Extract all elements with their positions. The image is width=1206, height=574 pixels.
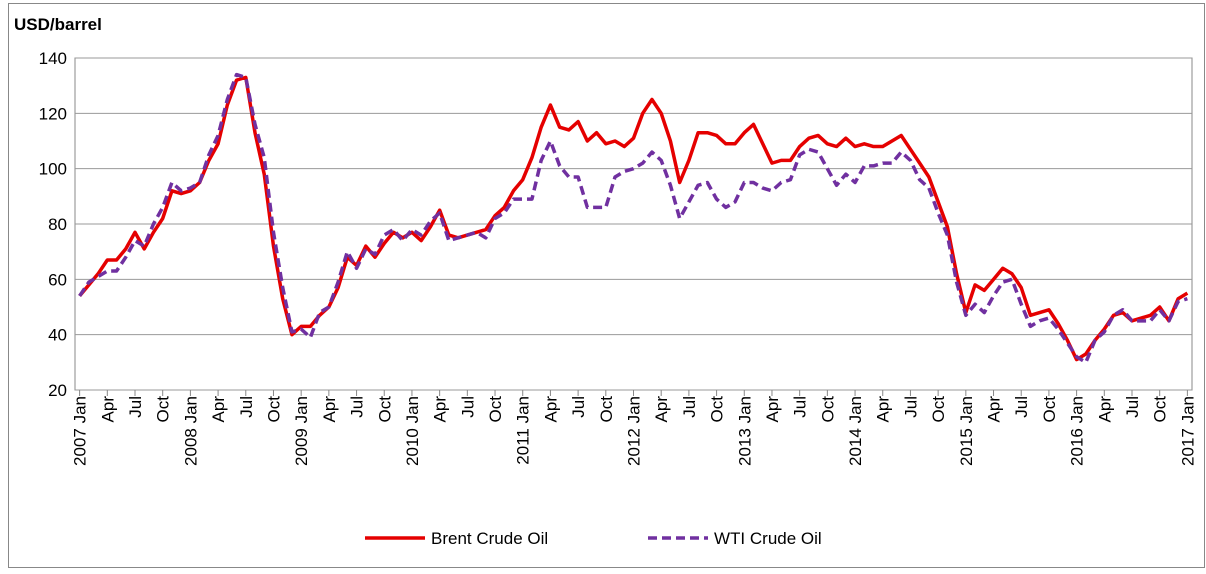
y-axis-title: USD/barrel: [14, 15, 102, 34]
x-tick-label: Jul: [1123, 396, 1142, 418]
x-tick-label: Apr: [874, 396, 893, 423]
x-tick-label: Oct: [375, 396, 394, 423]
x-tick-label: Apr: [1095, 396, 1114, 423]
x-tick-label: 2015 Jan: [957, 396, 976, 466]
legend-label: WTI Crude Oil: [714, 529, 822, 548]
x-tick-label: Jul: [126, 396, 145, 418]
y-tick-label: 60: [48, 270, 67, 289]
x-tick-label: Apr: [652, 396, 671, 423]
x-tick-label: Apr: [320, 396, 339, 423]
x-tick-label: 2014 Jan: [846, 396, 865, 466]
x-tick-label: Oct: [1040, 396, 1059, 423]
x-tick-label: Apr: [431, 396, 450, 423]
x-tick-label: Oct: [154, 396, 173, 423]
chart-border: [8, 3, 1205, 568]
x-tick-label: Jul: [680, 396, 699, 418]
y-tick-label: 140: [39, 49, 67, 68]
x-tick-label: Apr: [541, 396, 560, 423]
x-tick-label: Jul: [569, 396, 588, 418]
x-tick-label: 2012 Jan: [625, 396, 644, 466]
x-tick-label: Apr: [209, 396, 228, 423]
series-line: [78, 75, 1189, 362]
x-tick-label: Apr: [763, 396, 782, 423]
x-tick-label: 2013 Jan: [735, 396, 754, 466]
series-line: [78, 72, 1188, 365]
x-tick-label: 2008 Jan: [181, 396, 200, 466]
y-tick-label: 20: [48, 381, 67, 400]
x-tick-label: Oct: [486, 396, 505, 423]
y-tick-label: 80: [48, 215, 67, 234]
y-tick-label: 100: [39, 160, 67, 179]
x-tick-label: Jul: [791, 396, 810, 418]
x-tick-label: Jul: [1012, 396, 1031, 418]
x-tick-label: Oct: [708, 396, 727, 423]
x-tick-label: Jul: [237, 396, 256, 418]
x-tick-label: Jul: [901, 396, 920, 418]
x-tick-label: 2010 Jan: [403, 396, 422, 466]
x-tick-label: Oct: [597, 396, 616, 423]
x-tick-label: Oct: [929, 396, 948, 423]
y-tick-label: 40: [48, 326, 67, 345]
x-tick-label: 2009 Jan: [292, 396, 311, 466]
x-tick-label: 2011 Jan: [514, 396, 533, 465]
x-tick-label: 2016 Jan: [1068, 396, 1087, 466]
x-tick-label: Oct: [818, 396, 837, 423]
y-tick-label: 120: [39, 104, 67, 123]
x-tick-label: Oct: [1151, 396, 1170, 423]
x-tick-label: Jul: [458, 396, 477, 418]
x-tick-label: 2017 Jan: [1178, 396, 1197, 466]
legend-label: Brent Crude Oil: [431, 529, 548, 548]
x-tick-label: Oct: [264, 396, 283, 423]
x-tick-label: Jul: [348, 396, 367, 418]
x-tick-label: 2007 Jan: [71, 396, 90, 466]
x-tick-label: Apr: [98, 396, 117, 423]
x-tick-label: Apr: [985, 396, 1004, 423]
